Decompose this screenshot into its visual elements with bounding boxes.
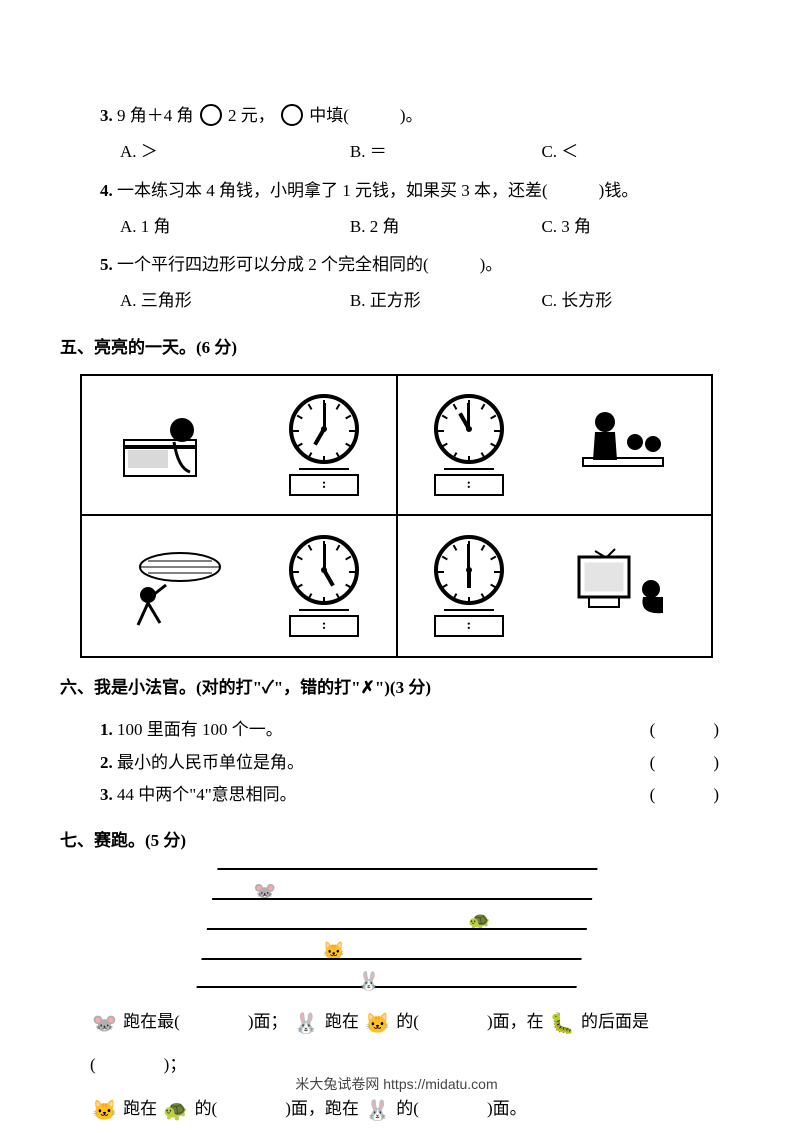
clock-cell-1: : xyxy=(82,376,398,514)
question-5: 5. 一个平行四边形可以分成 2 个完全相同的( )。 xyxy=(100,249,733,281)
question-3: 3. 9 角＋4 角 2 元， 中填( )。 xyxy=(100,100,733,132)
lane-2: 🐢 xyxy=(207,898,592,928)
q5-num: 5. xyxy=(100,255,113,274)
judge-3-answer[interactable]: ( ) xyxy=(650,779,727,811)
q3-num: 3. xyxy=(100,106,113,125)
q3-opt-a[interactable]: A. ＞ xyxy=(120,136,350,168)
question-4: 4. 一本练习本 4 角钱，小明拿了 1 元钱，如果买 3 本，还差( )钱。 xyxy=(100,175,733,207)
q5-text: 一个平行四边形可以分成 2 个完全相同的( )。 xyxy=(117,255,502,274)
judge-2: 2. 最小的人民币单位是角。 ( ) xyxy=(100,747,733,779)
circle-blank-icon[interactable] xyxy=(200,104,222,126)
time-input-2[interactable]: : xyxy=(434,474,504,496)
judge-2-answer[interactable]: ( ) xyxy=(650,747,727,779)
clock-3 xyxy=(289,535,359,605)
scene-class-icon xyxy=(565,400,675,490)
scene-tv-icon xyxy=(565,541,675,631)
clock-cell-2: : xyxy=(398,376,712,514)
q3-opt-c[interactable]: C. ＜ xyxy=(541,136,733,168)
time-input-1[interactable]: : xyxy=(289,474,359,496)
race-track: 🐭 🐢 🐱 🐰 xyxy=(196,868,597,988)
clock-2 xyxy=(434,394,504,464)
section-5-title: 五、亮亮的一天。(6 分) xyxy=(60,332,733,364)
scene-sport-icon xyxy=(118,541,228,631)
clock-cell-4: : xyxy=(398,516,712,656)
time-input-3[interactable]: : xyxy=(289,615,359,637)
lane-1: 🐭 xyxy=(212,868,597,898)
lane-3: 🐱 xyxy=(201,928,586,958)
q5-opt-c[interactable]: C. 长方形 xyxy=(541,285,733,317)
q4-opt-b[interactable]: B. 2 角 xyxy=(350,211,542,243)
q4-opt-c[interactable]: C. 3 角 xyxy=(541,211,733,243)
q5-opt-b[interactable]: B. 正方形 xyxy=(350,285,542,317)
lane-4: 🐰 xyxy=(196,958,581,988)
section-6-title: 六、我是小法官。(对的打"✓"，错的打"✗")(3 分) xyxy=(60,672,733,704)
worm-icon: 🐛 xyxy=(550,1002,575,1046)
q5-opt-a[interactable]: A. 三角形 xyxy=(120,285,350,317)
cat-icon: 🐱 xyxy=(365,1002,390,1046)
mouse-icon: 🐭 xyxy=(92,1002,117,1046)
rabbit-icon: 🐰 xyxy=(357,964,379,998)
judge-3: 3. 44 中两个"4"意思相同。 ( ) xyxy=(100,779,733,811)
footer-watermark: 米大兔试卷网 https://midatu.com xyxy=(0,1071,793,1098)
q4-options: A. 1 角 B. 2 角 C. 3 角 xyxy=(120,211,733,243)
q5-options: A. 三角形 B. 正方形 C. 长方形 xyxy=(120,285,733,317)
section-7-title: 七、赛跑。(5 分) xyxy=(60,825,733,857)
clock-cell-3: : xyxy=(82,516,398,656)
q3-text-c: 中填( )。 xyxy=(309,106,422,125)
clock-grid: : : : xyxy=(80,374,713,658)
q3-options: A. ＞ B. ＝ C. ＜ xyxy=(120,136,733,168)
judge-1-answer[interactable]: ( ) xyxy=(650,714,727,746)
judge-1: 1. 100 里面有 100 个一。 ( ) xyxy=(100,714,733,746)
scene-wakeup-icon xyxy=(118,400,228,490)
time-input-4[interactable]: : xyxy=(434,615,504,637)
q3-text-b: 2 元， xyxy=(228,106,275,125)
q4-num: 4. xyxy=(100,181,113,200)
clock-1 xyxy=(289,394,359,464)
q4-opt-a[interactable]: A. 1 角 xyxy=(120,211,350,243)
clock-4 xyxy=(434,535,504,605)
rabbit-icon: 🐰 xyxy=(294,1002,319,1046)
q3-opt-b[interactable]: B. ＝ xyxy=(350,136,542,168)
q4-text: 一本练习本 4 角钱，小明拿了 1 元钱，如果买 3 本，还差( )钱。 xyxy=(117,181,638,200)
q3-text-a: 9 角＋4 角 xyxy=(117,106,194,125)
circle-blank-icon[interactable] xyxy=(281,104,303,126)
